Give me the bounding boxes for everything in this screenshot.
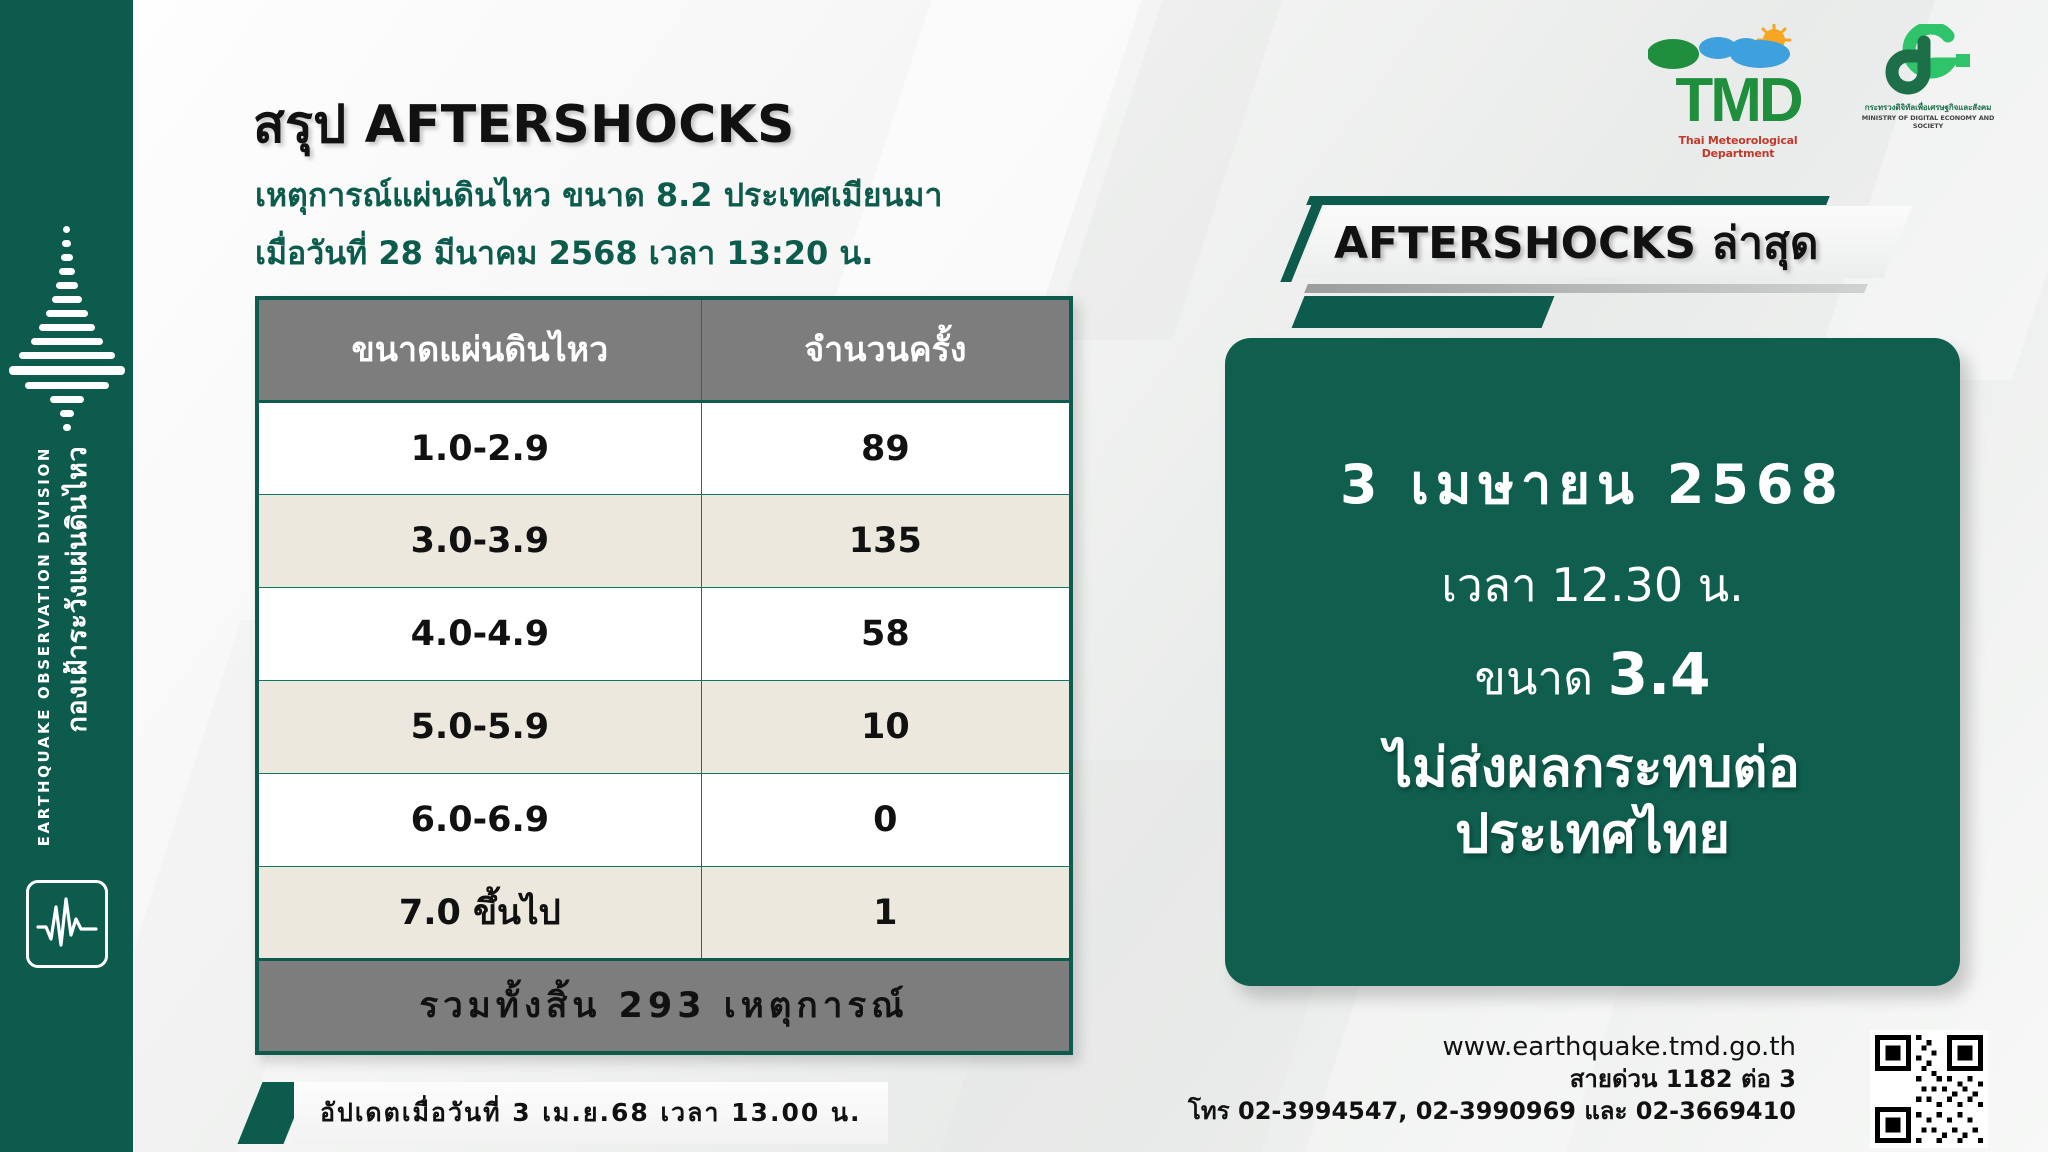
total-label: รวมทั้งสิ้น 293 เหตุการณ์ bbox=[256, 958, 1072, 1053]
cell-magnitude: 7.0 ขึ้นไป bbox=[256, 866, 702, 960]
logo-group: TMD Thai Meteorological Department กระทร… bbox=[1648, 24, 2028, 160]
latest-magnitude: ขนาด 3.4 bbox=[1475, 640, 1711, 715]
cell-count: 58 bbox=[700, 587, 1072, 681]
table-body: 1.0-2.9 89 3.0-3.9 135 4.0-4.9 58 5.0-5.… bbox=[256, 401, 1072, 1053]
table-row: 3.0-3.9 135 bbox=[256, 494, 1072, 588]
cell-count: 135 bbox=[700, 494, 1072, 588]
de-mark-icon bbox=[1885, 24, 1970, 95]
tmd-caption: Thai Meteorological Department bbox=[1678, 134, 1798, 160]
latest-aftershock-banner: AFTERSHOCKS ล่าสุด bbox=[1280, 196, 1913, 328]
magnitude-label: ขนาด bbox=[1474, 651, 1594, 706]
cell-magnitude: 5.0-5.9 bbox=[256, 680, 702, 774]
cell-count: 1 bbox=[700, 866, 1072, 960]
contact-phones: โทร 02-3994547, 02-3990969 และ 02-366941… bbox=[1188, 1096, 1796, 1125]
banner-bottom-accent bbox=[1291, 296, 1555, 328]
column-header-magnitude: ขนาดแผ่นดินไหว bbox=[256, 297, 702, 403]
table-header-row: ขนาดแผ่นดินไหว จำนวนครั้ง bbox=[256, 297, 1072, 403]
latest-aftershock-card: 3 เมษายน 2568 เวลา 12.30 น. ขนาด 3.4 ไม่… bbox=[1225, 338, 1960, 986]
cell-magnitude: 4.0-4.9 bbox=[256, 587, 702, 681]
tmd-weather-icon bbox=[1648, 24, 1792, 69]
de-caption-en: MINISTRY OF DIGITAL ECONOMY AND SOCIETY bbox=[1861, 114, 1995, 131]
table-head: ขนาดแผ่นดินไหว จำนวนครั้ง bbox=[256, 297, 1072, 403]
contact-hotline: สายด่วน 1182 ต่อ 3 bbox=[1569, 1065, 1796, 1094]
banner-title: AFTERSHOCKS ล่าสุด bbox=[1334, 218, 1819, 269]
impact-statement: ไม่ส่งผลกระทบต่อ ประเทศไทย bbox=[1385, 735, 1800, 867]
contact-website[interactable]: www.earthquake.tmd.go.th bbox=[1442, 1032, 1796, 1062]
cell-count: 0 bbox=[700, 773, 1072, 867]
cloud-icon bbox=[1699, 37, 1737, 59]
rail-title-th: กองเฝ้าระวังแผ่นดินไหว bbox=[61, 446, 93, 733]
banner-top-accent bbox=[1306, 196, 1830, 205]
tmd-wordmark: TMD bbox=[1675, 66, 1803, 135]
update-timestamp-text: อัปเดตเมื่อวันที่ 3 เม.ย.68 เวลา 13.00 น… bbox=[294, 1082, 888, 1144]
page-subtitle-line1: เหตุการณ์แผ่นดินไหว ขนาด 8.2 ประเทศเมียน… bbox=[255, 176, 943, 214]
magnitude-value: 3.4 bbox=[1607, 640, 1711, 709]
table-row: 7.0 ขึ้นไป 1 bbox=[256, 866, 1072, 960]
tree-icon bbox=[1648, 39, 1699, 69]
rail-title-en: EARTHQUAKE OBSERVATION DIVISION bbox=[34, 446, 53, 847]
table-row: 1.0-2.9 89 bbox=[256, 401, 1072, 495]
latest-time: เวลา 12.30 น. bbox=[1441, 558, 1744, 613]
tmd-logo: TMD Thai Meteorological Department bbox=[1648, 24, 1828, 160]
cell-magnitude: 3.0-3.9 bbox=[256, 494, 702, 588]
table-row: 4.0-4.9 58 bbox=[256, 587, 1072, 681]
cell-magnitude: 6.0-6.9 bbox=[256, 773, 702, 867]
cell-count: 10 bbox=[700, 680, 1072, 774]
impact-line-1: ไม่ส่งผลกระทบต่อ bbox=[1385, 736, 1800, 800]
qr-code-icon[interactable] bbox=[1870, 1030, 1988, 1148]
cell-count: 89 bbox=[700, 401, 1072, 495]
table-row: 6.0-6.9 0 bbox=[256, 773, 1072, 867]
banner-underline bbox=[1304, 284, 1868, 293]
de-ministry-logo: กระทรวงดิจิทัลเพื่อเศรษฐกิจและสังคม MINI… bbox=[1848, 24, 2008, 139]
contact-block: www.earthquake.tmd.go.th สายด่วน 1182 ต่… bbox=[1156, 1030, 1796, 1128]
aftershock-summary-table: ขนาดแผ่นดินไหว จำนวนครั้ง 1.0-2.9 89 3.0… bbox=[255, 296, 1073, 1055]
latest-date: 3 เมษายน 2568 bbox=[1340, 453, 1845, 517]
cell-magnitude: 1.0-2.9 bbox=[256, 401, 702, 495]
seismograph-icon bbox=[25, 880, 108, 968]
page-title: สรุป AFTERSHOCKS bbox=[253, 95, 795, 155]
impact-line-2: ประเทศไทย bbox=[1454, 802, 1730, 865]
table-row: 5.0-5.9 10 bbox=[256, 680, 1072, 774]
table-total-row: รวมทั้งสิ้น 293 เหตุการณ์ bbox=[256, 958, 1072, 1053]
column-header-count: จำนวนครั้ง bbox=[700, 297, 1072, 403]
page-subtitle-line2: เมื่อวันที่ 28 มีนาคม 2568 เวลา 13:20 น. bbox=[255, 234, 874, 272]
seismic-wave-icon bbox=[0, 226, 133, 441]
rail-title-group: กองเฝ้าระวังแผ่นดินไหว EARTHQUAKE OBSERV… bbox=[35, 446, 99, 866]
cloud-icon bbox=[1730, 38, 1762, 60]
left-brand-rail: กองเฝ้าระวังแผ่นดินไหว EARTHQUAKE OBSERV… bbox=[0, 0, 133, 1152]
de-caption-th: กระทรวงดิจิทัลเพื่อเศรษฐกิจและสังคม bbox=[1864, 103, 1992, 112]
